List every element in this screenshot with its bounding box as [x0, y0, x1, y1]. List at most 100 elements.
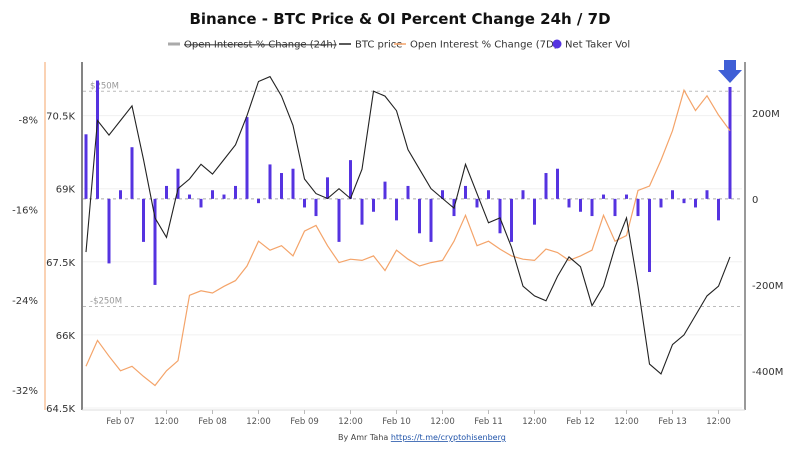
net-taker-vol-bar — [349, 160, 352, 199]
x-tick-label: 12:00 — [338, 417, 363, 427]
net-taker-vol-bar — [130, 147, 134, 199]
net-taker-vol-bar — [360, 198, 364, 225]
btc-price-line — [85, 75, 731, 375]
net-taker-vol-bar — [441, 190, 444, 199]
net-taker-vol-bar — [659, 198, 663, 208]
legend-swatch — [552, 39, 562, 49]
x-tick-label: 12:00 — [522, 417, 547, 427]
net-taker-vol-bar — [705, 190, 709, 199]
x-tick-label: Feb 13 — [658, 417, 687, 427]
oi-7d-line — [85, 88, 731, 387]
net-taker-vol-bar — [268, 164, 272, 199]
legend-label: Net Taker Vol — [565, 40, 630, 51]
net-taker-vol-bar — [671, 190, 674, 199]
net-taker-vol-bar — [556, 168, 559, 199]
oi-tick-label: -32% — [12, 386, 38, 397]
net-taker-vol-bar — [418, 198, 421, 234]
x-tick-label: Feb 11 — [474, 417, 503, 427]
x-tick-label: 12:00 — [430, 417, 455, 427]
net-taker-vol-bars — [84, 80, 732, 285]
net-taker-vol-bar — [142, 198, 145, 242]
net-taker-vol-bar — [314, 198, 318, 217]
net-taker-vol-bar — [717, 198, 720, 221]
price-tick-label: 67.5K — [46, 258, 75, 269]
x-tick-label: 12:00 — [246, 417, 271, 427]
net-taker-vol-bar — [383, 181, 387, 199]
net-taker-vol-bar — [602, 194, 605, 199]
net-taker-vol-bar — [406, 185, 410, 199]
price-tick-label: 64.5K — [46, 404, 75, 415]
legend-label: Open Interest % Change (24h) — [184, 40, 337, 51]
net-taker-vol-bar — [165, 185, 168, 199]
net-taker-vol-bar — [728, 86, 732, 199]
net-taker-vol-bar — [257, 198, 260, 204]
net-taker-vol-bar — [475, 198, 479, 208]
net-taker-vol-bar — [153, 198, 157, 285]
net-taker-vol-bar — [211, 190, 214, 199]
grid: $250M -$250M — [83, 81, 742, 409]
axes: 70.5K 69K 67.5K 66K 64.5K -8% -16% -24% -32% 200M… — [12, 62, 783, 427]
net-taker-vol-bar — [234, 185, 237, 199]
net-taker-vol-bar — [590, 198, 594, 217]
net-taker-vol-bar — [326, 177, 329, 199]
x-tick-label: 12:00 — [154, 417, 179, 427]
legend[interactable]: Open Interest % Change (24h) BTC price Ope… — [168, 39, 631, 51]
price-tick-label: 66K — [56, 331, 76, 342]
net-taker-vol-bar — [84, 134, 88, 199]
legend-label: Open Interest % Change (7D) — [410, 40, 558, 51]
legend-item[interactable]: Open Interest % Change (7D) — [394, 40, 558, 51]
legend-item[interactable]: Net Taker Vol — [552, 39, 631, 51]
net-taker-vol-bar — [533, 198, 536, 225]
x-tick-label: Feb 09 — [290, 417, 319, 427]
vol-tick-label: 200M — [752, 109, 780, 120]
net-taker-vol-bar — [291, 168, 295, 199]
net-taker-vol-bar — [280, 173, 283, 199]
footer-text: By Amr Taha https://t.me/cryptohisenberg — [338, 433, 506, 442]
vol-tick-label: -400M — [752, 367, 783, 378]
net-taker-vol-bar — [648, 198, 651, 273]
series-lines — [85, 75, 731, 387]
net-taker-vol-bar — [176, 168, 180, 199]
net-taker-vol-bar — [429, 198, 433, 242]
vol-tick-label: -200M — [752, 281, 783, 292]
legend-label: BTC price — [355, 40, 402, 51]
net-taker-vol-bar — [337, 198, 341, 242]
net-taker-vol-bar — [498, 198, 502, 234]
net-taker-vol-bar — [694, 198, 697, 208]
net-taker-vol-bar — [199, 198, 203, 208]
arrow-down-icon — [718, 60, 742, 83]
net-taker-vol-bar — [372, 198, 375, 212]
legend-item[interactable]: BTC price — [339, 40, 402, 51]
net-taker-vol-bar — [567, 198, 571, 208]
net-taker-vol-bar — [625, 194, 628, 199]
net-taker-vol-bar — [395, 198, 398, 221]
oi-tick-label: -16% — [12, 206, 38, 217]
price-tick-label: 69K — [56, 185, 76, 196]
net-taker-vol-bar — [303, 198, 306, 208]
price-tick-label: 70.5K — [46, 112, 75, 123]
reference-line-label: $250M — [90, 81, 119, 91]
net-taker-vol-bar — [487, 190, 490, 199]
x-tick-label: Feb 07 — [106, 417, 135, 427]
net-taker-vol-bar — [682, 198, 686, 204]
net-taker-vol-bar — [107, 198, 111, 264]
net-taker-vol-bar — [544, 173, 548, 199]
net-taker-vol-bar — [613, 198, 617, 217]
net-taker-vol-bar — [245, 117, 249, 199]
net-taker-vol-bar — [119, 190, 122, 199]
x-tick-label: Feb 12 — [566, 417, 595, 427]
reference-line-label: -$250M — [90, 296, 122, 306]
x-tick-label: Feb 08 — [198, 417, 227, 427]
x-tick-label: 12:00 — [706, 417, 731, 427]
net-taker-vol-bar — [579, 198, 582, 212]
legend-item[interactable]: Open Interest % Change (24h) — [168, 40, 337, 51]
chart-title: Binance - BTC Price & OI Percent Change … — [189, 10, 610, 28]
vol-tick-label: 0 — [752, 195, 758, 206]
net-taker-vol-bar — [636, 198, 640, 217]
oi-tick-label: -24% — [12, 296, 38, 307]
oi-tick-label: -8% — [19, 115, 38, 126]
x-tick-label: Feb 10 — [382, 417, 411, 427]
footer-link[interactable]: https://t.me/cryptohisenberg — [391, 433, 506, 442]
net-taker-vol-bar — [188, 194, 191, 199]
